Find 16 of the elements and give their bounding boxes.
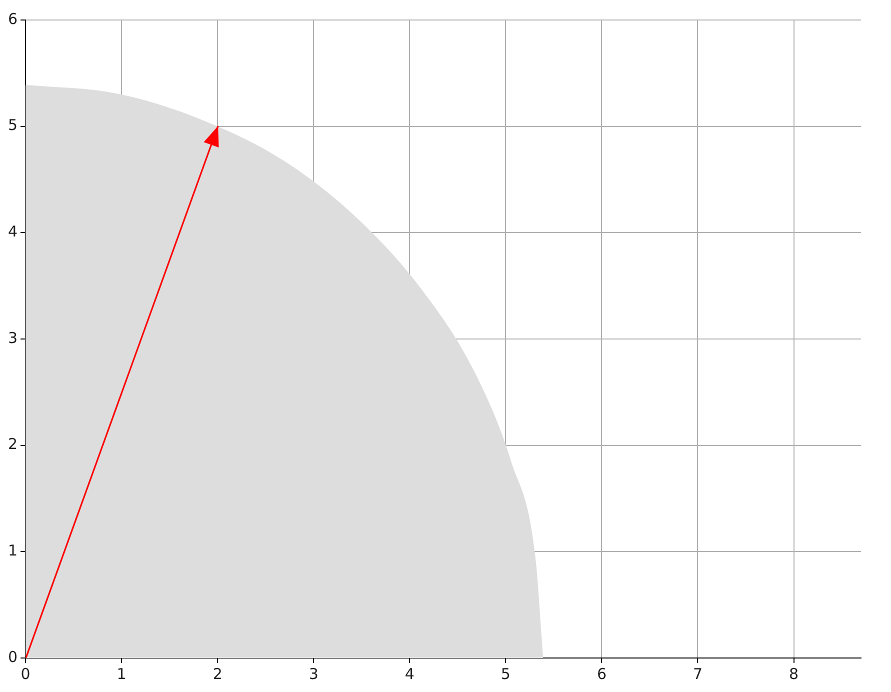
y-tick-label: 2 xyxy=(8,435,18,454)
y-tick-label: 4 xyxy=(8,222,18,241)
y-tick-label: 5 xyxy=(8,116,18,134)
x-tick-label: 7 xyxy=(692,664,703,683)
x-tick-label: 2 xyxy=(212,664,222,683)
y-tick-label: 1 xyxy=(8,542,18,560)
x-tick-label: 4 xyxy=(404,664,414,683)
x-tick-label: 5 xyxy=(500,664,510,683)
x-tick-label: 3 xyxy=(308,664,318,683)
x-tick-label: 1 xyxy=(116,664,126,683)
y-tick-label: 6 xyxy=(8,10,18,28)
x-tick-label: 8 xyxy=(789,664,799,683)
y-tick-label: 0 xyxy=(8,648,18,666)
x-tick-label: 0 xyxy=(20,664,30,683)
x-tick-label: 6 xyxy=(596,664,606,683)
y-tick-label: 3 xyxy=(8,328,18,347)
